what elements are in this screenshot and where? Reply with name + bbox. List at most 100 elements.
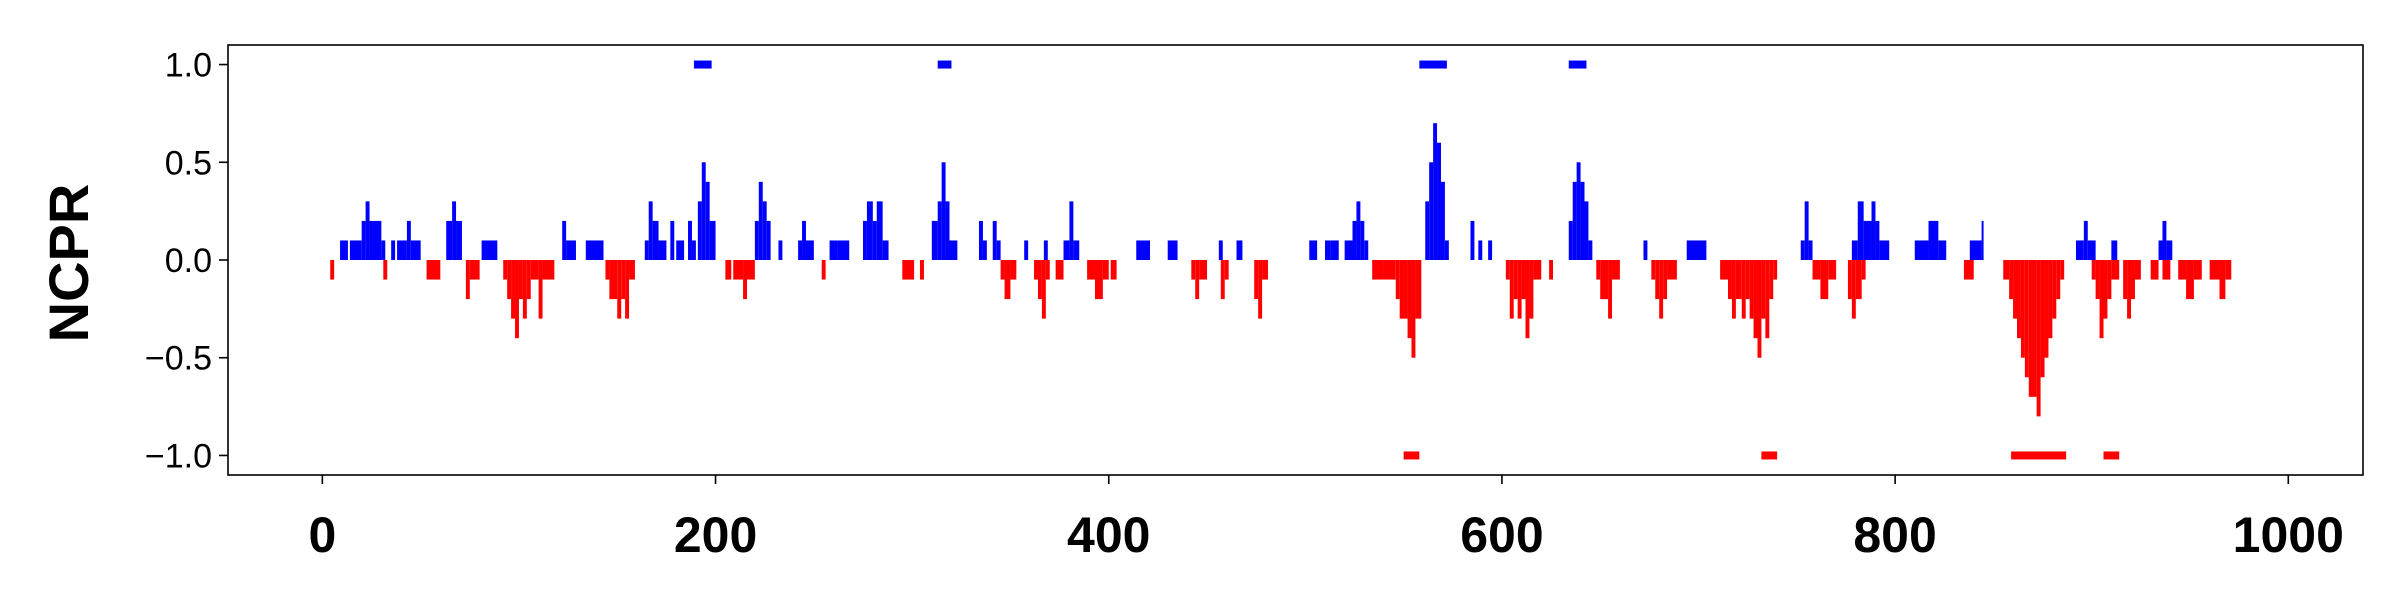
negative-bar bbox=[617, 260, 622, 319]
negative-bar bbox=[1741, 260, 1746, 319]
positive-bar bbox=[1236, 240, 1243, 260]
negative-bar bbox=[1851, 260, 1856, 319]
positive-bar bbox=[1588, 240, 1593, 260]
negative-bar bbox=[1517, 260, 1522, 319]
positive-bar bbox=[1218, 240, 1223, 260]
positive-bar bbox=[931, 220, 938, 260]
positive-bar bbox=[805, 240, 814, 260]
positive-bar bbox=[1444, 240, 1449, 260]
negative-bar bbox=[2095, 260, 2100, 300]
positive-bar bbox=[340, 240, 348, 260]
bars-layer bbox=[330, 123, 2232, 417]
negative-bar bbox=[1861, 260, 1866, 280]
negative-bar bbox=[426, 260, 441, 280]
positive-bar bbox=[562, 220, 567, 260]
negative-bar bbox=[1663, 260, 1668, 300]
negative-bar bbox=[625, 260, 630, 319]
positive-bar bbox=[1470, 220, 1475, 260]
negative-bar bbox=[1110, 260, 1117, 280]
negative-bar bbox=[2209, 260, 2220, 280]
markers-layer bbox=[693, 60, 2120, 460]
negative-bar bbox=[1411, 260, 1416, 358]
negative-bar bbox=[530, 260, 539, 280]
negative-bar bbox=[2013, 260, 2017, 319]
positive-bar bbox=[1344, 240, 1353, 260]
negative-bar bbox=[1600, 260, 1609, 300]
positive-bar bbox=[1324, 240, 1331, 260]
positive-bar bbox=[1360, 220, 1365, 260]
negative-bar bbox=[1262, 260, 1268, 280]
negative-bar bbox=[2052, 260, 2057, 319]
positive-bar bbox=[365, 201, 370, 260]
negative-bar bbox=[2162, 260, 2171, 280]
negative-bar bbox=[1667, 260, 1677, 280]
negative-region-marker bbox=[2011, 451, 2067, 460]
negative-bar bbox=[2044, 260, 2049, 358]
y-axis: 1.0 0.5 0.0 −0.5 −1.0 bbox=[145, 47, 228, 475]
positive-bar bbox=[1478, 240, 1483, 260]
negative-bar bbox=[747, 260, 755, 280]
negative-bar bbox=[1415, 260, 1422, 319]
positive-bar bbox=[1437, 142, 1441, 260]
positive-bar bbox=[1857, 201, 1864, 260]
positive-bar bbox=[1981, 220, 1984, 260]
positive-bar bbox=[1356, 201, 1361, 260]
negative-bar bbox=[2178, 260, 2187, 280]
positive-bar bbox=[670, 220, 675, 260]
positive-bar bbox=[937, 201, 942, 260]
negative-bar bbox=[1087, 260, 1095, 280]
negative-bar bbox=[1847, 260, 1852, 300]
positive-bar bbox=[658, 240, 667, 260]
positive-bar bbox=[1808, 240, 1813, 260]
y-tick-label: 0.5 bbox=[165, 144, 212, 182]
negative-bar bbox=[1745, 260, 1750, 300]
negative-bar bbox=[1812, 260, 1821, 280]
positive-bar bbox=[452, 201, 457, 260]
negative-bar bbox=[2099, 260, 2104, 339]
positive-bar bbox=[1429, 162, 1434, 260]
positive-bar bbox=[882, 240, 889, 260]
negative-bar bbox=[725, 260, 732, 280]
positive-bar bbox=[872, 220, 877, 260]
negative-bar bbox=[1549, 260, 1554, 280]
negative-bar bbox=[1773, 260, 1778, 280]
positive-bar bbox=[982, 240, 987, 260]
positive-bar bbox=[456, 220, 462, 260]
negative-bar bbox=[522, 260, 527, 319]
positive-bar bbox=[941, 162, 946, 260]
positive-bar bbox=[1136, 240, 1151, 260]
positive-bar bbox=[1804, 201, 1809, 260]
positive-bar bbox=[688, 220, 692, 260]
positive-bar bbox=[1352, 220, 1357, 260]
negative-bar bbox=[1220, 260, 1225, 300]
positive-bar bbox=[949, 240, 958, 260]
negative-bar bbox=[1395, 260, 1400, 300]
positive-bar bbox=[1879, 240, 1890, 260]
negative-bar bbox=[621, 260, 626, 300]
positive-bar bbox=[1871, 201, 1876, 260]
positive-bar bbox=[709, 220, 716, 260]
positive-bar bbox=[862, 220, 867, 260]
negative-bar bbox=[2020, 260, 2025, 358]
negative-bar bbox=[1010, 260, 1017, 280]
positive-bar bbox=[802, 220, 806, 260]
positive-bar bbox=[1069, 201, 1074, 260]
positive-bar bbox=[1167, 240, 1178, 260]
negative-bar bbox=[1820, 260, 1829, 300]
x-tick-label: 600 bbox=[1460, 507, 1543, 563]
positive-bar bbox=[566, 240, 576, 260]
negative-bar bbox=[629, 260, 635, 280]
negative-bar bbox=[1094, 260, 1103, 300]
positive-bar bbox=[697, 201, 702, 260]
negative-bar bbox=[1757, 260, 1762, 358]
positive-bar bbox=[1433, 123, 1438, 260]
negative-bar bbox=[2123, 260, 2128, 300]
negative-bar bbox=[733, 260, 744, 280]
negative-bar bbox=[1102, 260, 1109, 280]
positive-bar bbox=[2075, 240, 2084, 260]
negative-bar bbox=[465, 260, 470, 300]
positive-bar bbox=[1875, 220, 1880, 260]
negative-bar bbox=[2056, 260, 2061, 300]
negative-bar bbox=[743, 260, 748, 300]
